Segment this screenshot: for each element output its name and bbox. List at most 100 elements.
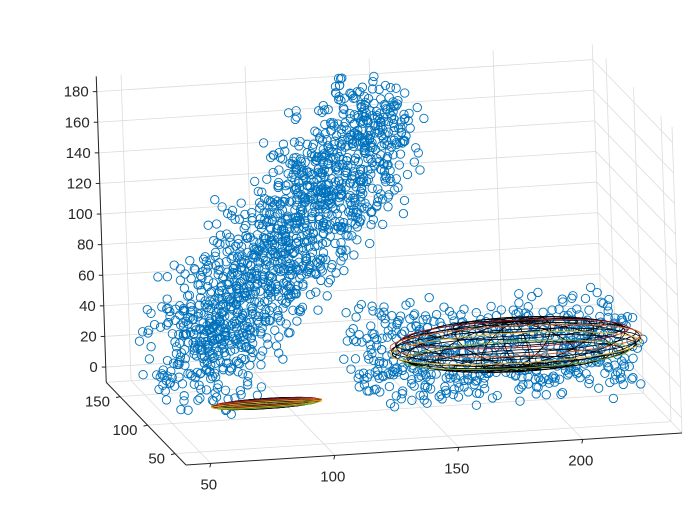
data-point: [396, 394, 406, 404]
data-point: [195, 369, 205, 379]
data-point: [283, 214, 293, 224]
data-point: [459, 382, 469, 392]
scatter-points: [134, 71, 648, 419]
data-point: [185, 256, 195, 266]
data-point: [239, 223, 249, 234]
data-point: [346, 218, 356, 228]
data-point: [246, 352, 257, 363]
data-point: [349, 250, 359, 260]
data-point: [310, 267, 320, 277]
data-point: [382, 351, 392, 361]
data-point: [394, 123, 404, 133]
data-point: [278, 139, 289, 149]
data-point: [336, 146, 347, 157]
data-point: [358, 368, 369, 378]
data-point: [236, 390, 246, 400]
grid-line-z-side: [592, 59, 673, 143]
data-point: [280, 214, 290, 224]
data-point: [370, 128, 380, 138]
data-point: [212, 314, 222, 324]
data-point: [258, 346, 268, 356]
data-point: [336, 238, 346, 248]
data-point: [636, 379, 646, 389]
data-point: [210, 388, 220, 398]
grid-line-x-back: [368, 58, 380, 365]
data-point: [354, 169, 365, 180]
data-point: [426, 354, 437, 364]
data-point: [363, 165, 373, 175]
grid-line-z-back: [102, 242, 599, 276]
data-point: [369, 355, 379, 366]
x-tick-label: 150: [444, 460, 469, 477]
data-point: [196, 384, 206, 394]
data-point: [273, 312, 283, 323]
data-point: [584, 374, 595, 385]
data-point: [336, 245, 346, 255]
data-point: [422, 398, 432, 408]
data-point: [320, 105, 330, 115]
y-tick-label: 50: [148, 451, 165, 468]
data-point: [294, 224, 304, 234]
data-point: [367, 349, 377, 359]
data-point: [210, 334, 220, 344]
data-point: [399, 195, 410, 206]
data-point: [389, 185, 400, 195]
data-point: [255, 213, 266, 224]
ellipsoid-meridian: [455, 318, 517, 368]
data-point: [347, 211, 357, 221]
data-point: [174, 338, 185, 348]
data-point: [371, 202, 382, 212]
data-point: [256, 360, 266, 370]
data-point: [152, 370, 162, 380]
data-point: [293, 188, 303, 198]
data-point: [508, 305, 518, 315]
data-point: [632, 343, 643, 353]
data-point: [447, 310, 457, 321]
data-point: [357, 133, 368, 143]
data-point: [348, 193, 358, 203]
data-point: [448, 389, 458, 400]
data-point: [268, 265, 278, 276]
data-point: [339, 223, 349, 233]
data-point: [167, 329, 178, 339]
data-point: [386, 113, 397, 123]
data-point: [319, 217, 329, 228]
data-point: [395, 311, 406, 321]
data-point: [336, 222, 346, 232]
data-point: [146, 308, 156, 318]
data-point: [281, 319, 291, 329]
data-point: [228, 268, 238, 278]
data-point: [347, 135, 358, 145]
z-tick-label: 100: [68, 206, 93, 223]
data-point: [377, 371, 388, 381]
data-point: [329, 121, 339, 131]
data-point: [272, 284, 282, 294]
data-point: [372, 153, 382, 164]
data-point: [547, 373, 558, 383]
data-point: [336, 179, 347, 189]
data-point: [217, 338, 227, 349]
data-point: [304, 225, 315, 235]
data-point: [411, 321, 421, 331]
data-point: [389, 367, 399, 377]
data-point: [220, 239, 230, 249]
data-point: [313, 167, 324, 177]
x-tick-label: 50: [200, 476, 217, 493]
data-point: [417, 352, 427, 362]
data-point: [221, 327, 231, 338]
data-point: [418, 349, 428, 360]
data-point: [362, 386, 372, 396]
data-point: [241, 341, 251, 352]
data-point: [350, 197, 360, 208]
data-point: [273, 177, 284, 188]
data-point: [628, 353, 638, 363]
data-point: [348, 324, 358, 334]
data-point: [567, 293, 577, 303]
data-point: [226, 409, 236, 419]
data-point: [146, 342, 156, 352]
data-point: [594, 383, 604, 393]
data-point: [471, 308, 481, 318]
data-point: [259, 309, 270, 319]
data-point: [175, 275, 186, 285]
data-point: [372, 197, 383, 207]
